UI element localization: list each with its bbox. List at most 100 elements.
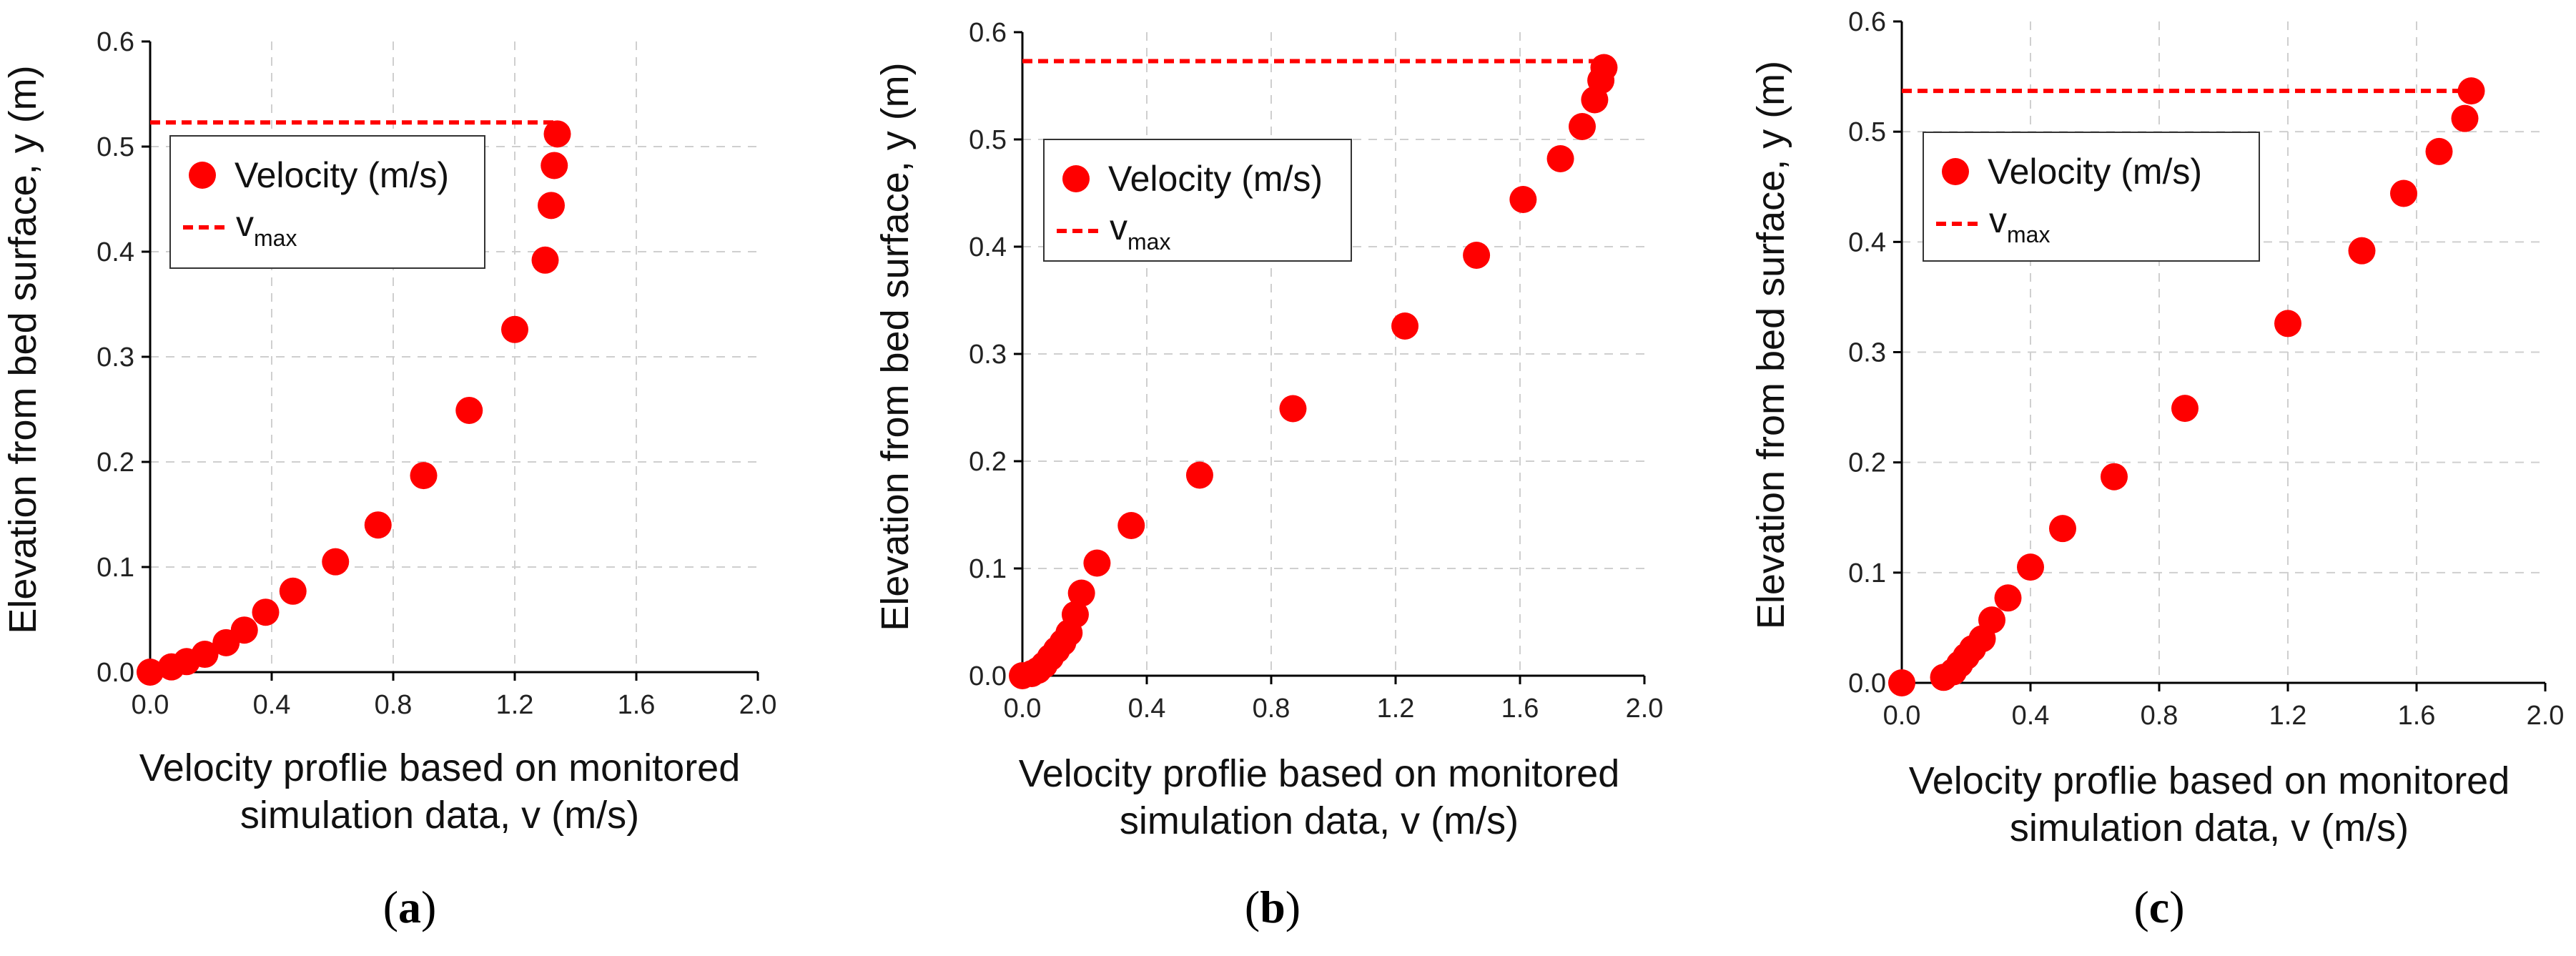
data-point [137, 659, 164, 686]
data-point [543, 120, 571, 148]
chart-panel-a: 0.0 0.4 0.8 1.2 1.6 2.0 0.0 0.1 0.2 0.3 0.4 0.5 0.6 V… [1, 27, 776, 932]
y-tick-label: 0.4 [969, 232, 1007, 262]
data-point [2425, 137, 2453, 165]
legend: Velocity (m/s)vmax [1043, 139, 1352, 262]
x-tick-label: 2.0 [739, 690, 777, 720]
data-point [2390, 179, 2417, 207]
legend: Velocity (m/s)vmax [169, 135, 485, 269]
data-point [1391, 312, 1419, 340]
legend: Velocity (m/s)vmax [1923, 132, 2260, 262]
data-point [2274, 310, 2301, 337]
data-point [1279, 395, 1307, 423]
x-axis-label-line1: Velocity proflie based on monitored [1909, 759, 2510, 802]
y-tick-label: 0.5 [969, 125, 1007, 155]
x-tick-label: 0.8 [2141, 701, 2178, 731]
data-point [1888, 669, 1915, 696]
x-tick-label: 0.0 [132, 690, 169, 720]
x-tick-label: 0.4 [2012, 701, 2050, 731]
axes-frame [1021, 32, 1644, 677]
data-point [2049, 515, 2076, 543]
y-tick-label: 0.3 [969, 340, 1007, 370]
chart-panel-c: 0.0 0.4 0.8 1.2 1.6 2.0 0.0 0.1 0.2 0.3 0.4 0.5 0.6 V… [1750, 7, 2564, 932]
caption-close-paren: ) [1285, 882, 1301, 932]
x-axis-label-line1: Velocity proflie based on monitored [139, 746, 741, 789]
legend-marker [189, 162, 216, 189]
legend-series-label: Velocity (m/s) [1108, 159, 1323, 199]
y-tick-label: 0.4 [1848, 227, 1886, 257]
y-tick-label: 0.6 [969, 18, 1007, 48]
x-tick-label: 1.6 [1501, 694, 1539, 724]
y-tick-label: 0.0 [969, 661, 1007, 691]
y-axis-label: Elevation from bed surface, y (m) [874, 62, 917, 631]
data-point [1569, 113, 1596, 140]
legend-series-label: Velocity (m/s) [1988, 152, 2202, 192]
legend-marker [1062, 165, 1090, 192]
y-tick-label: 0.6 [97, 27, 134, 57]
data-point [230, 616, 258, 644]
data-point [1067, 579, 1095, 607]
y-tick-label: 0.3 [1848, 338, 1886, 368]
y-tick-label: 0.2 [1848, 448, 1886, 478]
x-tick-label: 0.8 [1253, 694, 1291, 724]
x-tick-label: 0.4 [253, 690, 291, 720]
y-tick-label: 0.1 [97, 553, 134, 583]
x-tick-label: 0.8 [375, 690, 413, 720]
y-tick-label: 0.1 [1848, 558, 1886, 588]
y-tick-label: 0.2 [969, 447, 1007, 477]
y-tick-label: 0.5 [97, 132, 134, 162]
data-point [2457, 77, 2485, 105]
x-tick-label: 2.0 [1626, 694, 1664, 724]
x-axis-label-line2: simulation data, v (m/s) [240, 794, 639, 837]
panel-caption: (c) [2133, 882, 2184, 932]
data-point [279, 577, 307, 605]
data-point [538, 192, 565, 220]
panel-caption: (b) [1245, 882, 1301, 932]
x-tick-label: 1.6 [618, 690, 656, 720]
data-point [1185, 461, 1213, 489]
legend-box [169, 135, 485, 269]
legend-box [1043, 139, 1352, 262]
x-tick-label: 1.2 [2269, 701, 2307, 731]
caption-letter: b [1260, 882, 1285, 932]
data-point [2348, 237, 2376, 265]
y-tick-label: 0.5 [1848, 117, 1886, 147]
data-point [1994, 584, 2022, 612]
y-axis-label: Elevation from bed surface, y (m) [1, 65, 44, 634]
x-axis-label-line1: Velocity proflie based on monitored [1019, 752, 1620, 795]
x-tick-label: 2.0 [2527, 701, 2565, 731]
data-point [2451, 104, 2479, 132]
data-point [191, 641, 219, 669]
data-point [1590, 54, 1618, 82]
x-tick-label: 1.2 [1377, 694, 1415, 724]
y-tick-label: 0.0 [97, 658, 134, 688]
x-tick-label: 0.0 [1004, 694, 1042, 724]
data-point [1061, 601, 1089, 629]
caption-close-paren: ) [421, 882, 436, 932]
legend-vmax-subscript: max [1127, 229, 1170, 255]
caption-close-paren: ) [2169, 882, 2184, 932]
legend-vmax-subscript: max [254, 225, 297, 251]
y-tick-label: 0.3 [97, 343, 134, 373]
x-axis-label-line2: simulation data, v (m/s) [2010, 807, 2409, 849]
y-axis-label: Elevation from bed surface, y (m) [1750, 61, 1792, 629]
caption-open-paren: ( [383, 882, 398, 932]
legend-marker [1942, 158, 1969, 185]
data-point [322, 548, 350, 576]
x-tick-label: 1.6 [2398, 701, 2436, 731]
x-axis-label-line2: simulation data, v (m/s) [1120, 799, 1519, 842]
data-point [1117, 512, 1145, 539]
x-tick-label: 1.2 [496, 690, 534, 720]
y-tick-label: 0.2 [97, 448, 134, 478]
y-tick-label: 0.6 [1848, 7, 1886, 37]
caption-open-paren: ( [1245, 882, 1260, 932]
data-point [501, 315, 528, 343]
caption-open-paren: ( [2133, 882, 2148, 932]
panel-caption: (a) [383, 882, 437, 932]
x-tick-label: 0.4 [1128, 694, 1166, 724]
legend-vmax-subscript: max [2007, 222, 2050, 247]
data-point [1978, 606, 2005, 634]
data-point [2017, 553, 2044, 581]
data-point [1546, 145, 1574, 172]
chart-panel-b: 0.0 0.4 0.8 1.2 1.6 2.0 0.0 0.1 0.2 0.3 0.4 0.5 0.6 V… [874, 18, 1663, 932]
